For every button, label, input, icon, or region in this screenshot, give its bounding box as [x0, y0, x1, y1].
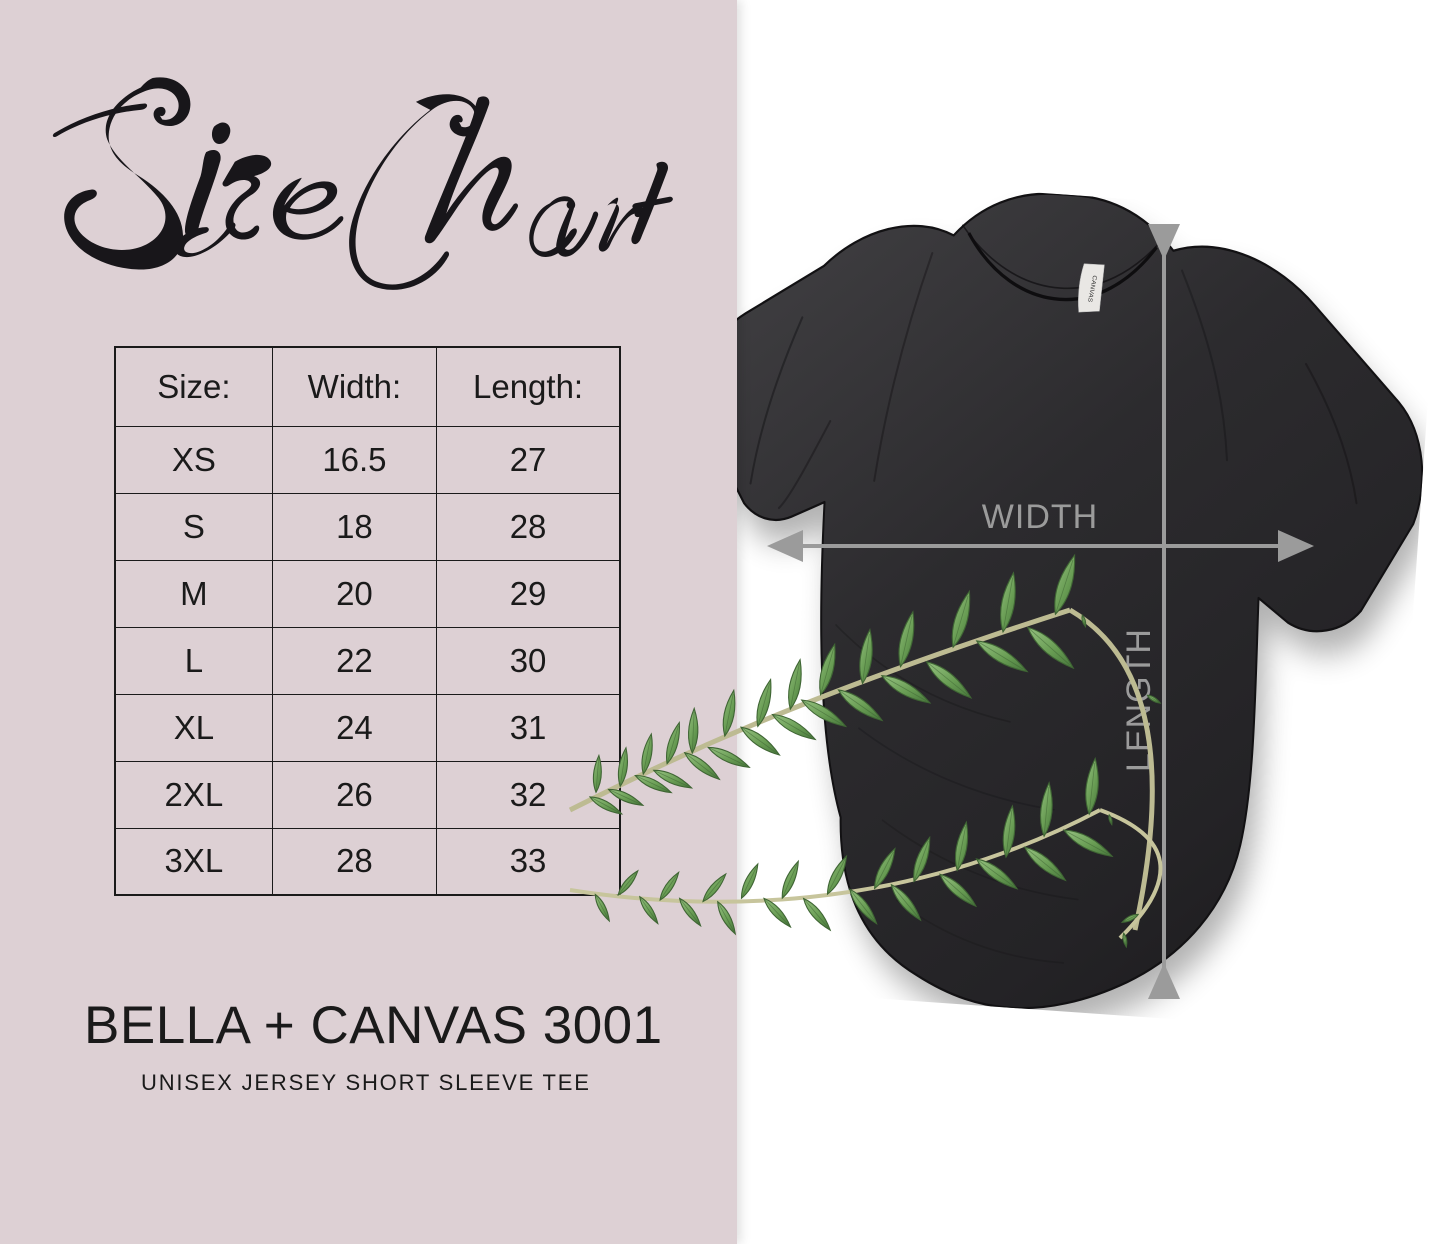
svg-text:WIDTH: WIDTH — [982, 498, 1098, 536]
svg-text:LENGTH: LENGTH — [1120, 628, 1158, 772]
